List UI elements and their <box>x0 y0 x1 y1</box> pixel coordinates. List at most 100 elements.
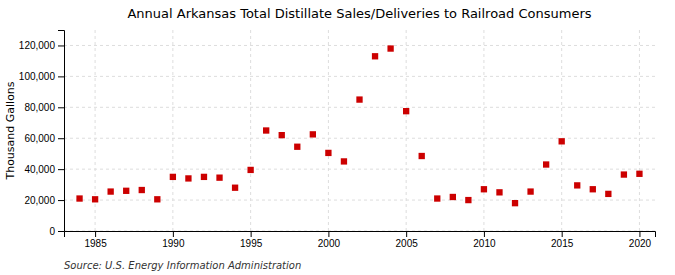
point <box>434 195 440 201</box>
point <box>247 167 253 173</box>
point <box>636 171 642 177</box>
point <box>356 96 362 102</box>
point <box>279 132 285 138</box>
point <box>341 158 347 164</box>
title: Annual Arkansas Total Distillate Sales/D… <box>127 6 591 21</box>
tick-label: 1990 <box>162 238 185 249</box>
tick-mark <box>639 231 640 237</box>
point <box>216 174 222 180</box>
tick-label: 2005 <box>396 238 419 249</box>
tick: 2010 <box>473 231 496 249</box>
point <box>559 138 565 144</box>
point <box>76 195 82 201</box>
grid-line <box>64 45 655 46</box>
grid-line <box>406 30 407 231</box>
tick-label: 0 <box>49 226 55 237</box>
grid-line <box>64 138 655 139</box>
grid-line <box>328 30 329 231</box>
grid <box>64 30 655 231</box>
tick-label: 20,000 <box>24 195 55 206</box>
point <box>123 188 129 194</box>
points <box>76 45 642 206</box>
point <box>403 108 409 114</box>
tick: 2015 <box>551 231 574 249</box>
tick-label: 80,000 <box>24 102 55 113</box>
tick-mark <box>562 231 563 237</box>
tick-label: 2010 <box>473 238 496 249</box>
tick: 1990 <box>162 231 185 249</box>
grid-line <box>172 30 173 231</box>
point <box>107 188 113 194</box>
point <box>481 186 487 192</box>
tick-label: 60,000 <box>24 133 55 144</box>
point <box>387 45 393 51</box>
axis-line <box>65 232 656 238</box>
tick: 40,000 <box>24 164 64 175</box>
source: Source: U.S. Energy Information Administ… <box>64 260 301 271</box>
y-axis-title: Thousand Gallons <box>4 81 17 180</box>
point <box>372 53 378 59</box>
grid-line <box>64 76 655 77</box>
point <box>154 196 160 202</box>
tick: 1985 <box>84 231 107 249</box>
grid-line <box>64 200 655 201</box>
tick-label: 2000 <box>318 238 341 249</box>
tick-label: 120,000 <box>19 40 56 51</box>
tick-mark <box>58 138 64 139</box>
point <box>419 153 425 159</box>
tick: 2000 <box>318 231 341 249</box>
tick-mark <box>95 231 96 237</box>
point <box>139 187 145 193</box>
tick-mark <box>328 231 329 237</box>
point <box>232 185 238 191</box>
point <box>450 194 456 200</box>
point <box>605 191 611 197</box>
grid-line <box>250 30 251 231</box>
tick: 20,000 <box>24 195 64 206</box>
tick: 2005 <box>396 231 419 249</box>
grid-line <box>64 169 655 170</box>
tick-mark <box>58 76 64 77</box>
grid-line <box>483 30 484 231</box>
tick: 120,000 <box>19 40 64 51</box>
y-axis: 0 20,000 40,000 60,000 80,000 100,000 120,000 <box>19 31 65 237</box>
tick-mark <box>58 231 64 232</box>
plot: 1985 1990 1995 2000 2005 2010 2015 2020 0 20,000 4… <box>19 30 656 249</box>
tick-mark <box>58 107 64 108</box>
tick-label: 1985 <box>84 238 107 249</box>
point <box>512 200 518 206</box>
tick-label: 40,000 <box>24 164 55 175</box>
point <box>527 188 533 194</box>
grid-line <box>639 30 640 231</box>
tick-mark <box>58 200 64 201</box>
tick: 1995 <box>240 231 263 249</box>
point <box>263 127 269 133</box>
axis-line <box>58 31 65 232</box>
point <box>92 196 98 202</box>
point <box>621 171 627 177</box>
point <box>590 186 596 192</box>
point <box>465 197 471 203</box>
point <box>294 144 300 150</box>
tick: 80,000 <box>24 102 64 113</box>
tick-label: 2015 <box>551 238 574 249</box>
tick: 2020 <box>629 231 652 249</box>
tick-label: 2020 <box>629 238 652 249</box>
tick-mark <box>406 231 407 237</box>
tick: 100,000 <box>19 71 64 82</box>
point <box>201 174 207 180</box>
tick-mark <box>173 231 174 237</box>
x-axis: 1985 1990 1995 2000 2005 2010 2015 2020 <box>65 231 656 249</box>
point <box>496 189 502 195</box>
chart: 1985 1990 1995 2000 2005 2010 2015 2020 0 20,000 4… <box>0 0 675 275</box>
point <box>543 161 549 167</box>
tick-mark <box>58 169 64 170</box>
tick-mark <box>58 45 64 46</box>
tick: 60,000 <box>24 133 64 144</box>
tick: 0 <box>49 226 64 237</box>
tick-label: 1995 <box>240 238 263 249</box>
grid-line <box>64 107 655 108</box>
tick-mark <box>251 231 252 237</box>
point <box>310 131 316 137</box>
point <box>574 182 580 188</box>
